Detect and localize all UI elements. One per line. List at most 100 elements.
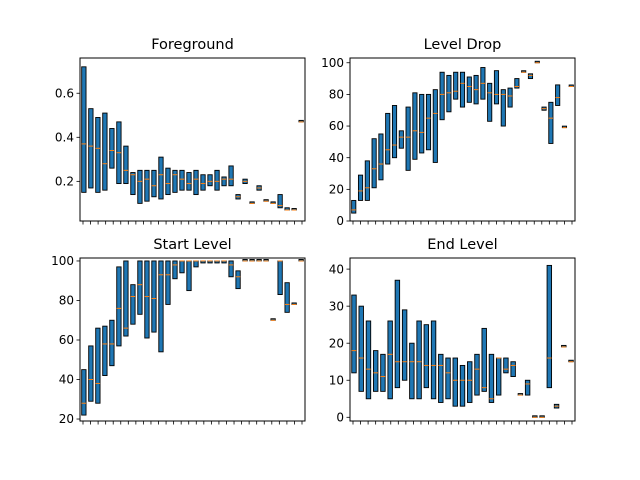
box-5 bbox=[378, 133, 384, 181]
box-22 bbox=[503, 357, 509, 374]
box-17 bbox=[193, 169, 199, 196]
box-23 bbox=[235, 270, 241, 290]
box-30 bbox=[284, 282, 290, 313]
box-12 bbox=[158, 156, 164, 200]
box-9 bbox=[409, 342, 415, 400]
box-1 bbox=[81, 369, 87, 416]
y-tick-label: 80 bbox=[59, 294, 74, 308]
box-9 bbox=[137, 260, 143, 315]
box-14 bbox=[439, 71, 445, 121]
box-2 bbox=[88, 345, 94, 402]
box-11 bbox=[151, 169, 157, 198]
y-tick-label: 0 bbox=[336, 214, 344, 228]
axes-frame bbox=[79, 257, 306, 422]
box-13 bbox=[432, 89, 438, 163]
box-21 bbox=[487, 82, 493, 122]
box-6 bbox=[116, 266, 122, 347]
box-2 bbox=[357, 174, 364, 201]
box-5 bbox=[109, 128, 115, 169]
box-29 bbox=[277, 260, 283, 295]
box-15 bbox=[179, 260, 185, 274]
box-21 bbox=[495, 357, 502, 396]
y-tick-label: 20 bbox=[329, 183, 344, 197]
panel-title: Foreground bbox=[151, 37, 234, 53]
box-23 bbox=[510, 361, 516, 378]
box-22 bbox=[228, 165, 234, 187]
panel-start-level: Start Level 20 40 60 80 100 bbox=[51, 237, 306, 426]
box-31 bbox=[555, 84, 561, 106]
box-13 bbox=[165, 260, 171, 305]
box-21 bbox=[221, 176, 227, 187]
box-16 bbox=[186, 260, 192, 292]
box-16 bbox=[453, 71, 459, 100]
y-tick-label: 100 bbox=[51, 254, 74, 268]
box-1 bbox=[351, 294, 357, 374]
box-9 bbox=[137, 169, 143, 204]
y-tick-label: 60 bbox=[59, 333, 74, 347]
box-10 bbox=[144, 169, 150, 202]
panel-end-level: End Level 0 10 20 30 40 bbox=[329, 237, 576, 425]
box-28 bbox=[546, 264, 553, 389]
box-13 bbox=[165, 167, 171, 196]
box-11 bbox=[151, 260, 157, 333]
panel-foreground: Foreground 0.2 0.4 0.6 bbox=[55, 37, 306, 225]
box-1 bbox=[351, 199, 357, 214]
box-7 bbox=[391, 105, 398, 159]
box-8 bbox=[401, 309, 408, 381]
y-tick-label: 40 bbox=[329, 262, 344, 276]
box-4 bbox=[372, 350, 379, 392]
box-14 bbox=[172, 169, 178, 193]
box-15 bbox=[446, 74, 452, 113]
box-16 bbox=[459, 364, 466, 407]
box-25 bbox=[524, 379, 531, 396]
box-11 bbox=[419, 93, 425, 154]
y-tick-label: 0.2 bbox=[55, 175, 74, 189]
y-tick-label: 40 bbox=[329, 151, 344, 165]
axes-frame bbox=[349, 57, 576, 222]
box-2 bbox=[88, 108, 94, 189]
box-18 bbox=[474, 353, 480, 396]
box-22 bbox=[493, 70, 500, 105]
axes-frame bbox=[349, 257, 576, 422]
box-27 bbox=[527, 73, 534, 80]
y-tick-label: 20 bbox=[59, 412, 74, 426]
box-7 bbox=[123, 145, 129, 185]
box-30 bbox=[548, 101, 554, 144]
box-10 bbox=[416, 320, 422, 400]
box-20 bbox=[488, 353, 495, 403]
box-8 bbox=[130, 172, 136, 196]
box-25 bbox=[514, 78, 520, 89]
axes-frame bbox=[79, 57, 306, 222]
box-17 bbox=[459, 71, 466, 108]
panel-title: Level Drop bbox=[424, 37, 502, 53]
box-3 bbox=[95, 327, 101, 404]
box-17 bbox=[193, 260, 199, 268]
box-14 bbox=[445, 357, 451, 400]
y-tick-label: 10 bbox=[329, 373, 344, 387]
box-4 bbox=[102, 325, 108, 377]
box-3 bbox=[364, 160, 370, 201]
box-12 bbox=[425, 93, 432, 151]
box-19 bbox=[481, 327, 487, 392]
box-11 bbox=[423, 324, 430, 389]
y-tick-label: 0.6 bbox=[55, 86, 74, 100]
box-3 bbox=[95, 117, 101, 193]
panel-title: Start Level bbox=[153, 237, 231, 253]
box-10 bbox=[412, 92, 418, 160]
box-17 bbox=[467, 361, 473, 403]
y-tick-label: 30 bbox=[329, 299, 344, 313]
box-5 bbox=[109, 319, 115, 367]
y-tick-label: 80 bbox=[329, 88, 344, 102]
y-tick-label: 60 bbox=[329, 119, 344, 133]
box-1 bbox=[81, 66, 87, 193]
box-6 bbox=[385, 112, 391, 165]
box-18 bbox=[200, 174, 206, 191]
box-2 bbox=[358, 305, 364, 392]
box-8 bbox=[130, 284, 136, 325]
box-8 bbox=[398, 130, 404, 149]
y-tick-label: 100 bbox=[321, 56, 344, 70]
box-24 bbox=[507, 87, 513, 108]
box-10 bbox=[144, 260, 150, 339]
box-13 bbox=[438, 353, 444, 403]
